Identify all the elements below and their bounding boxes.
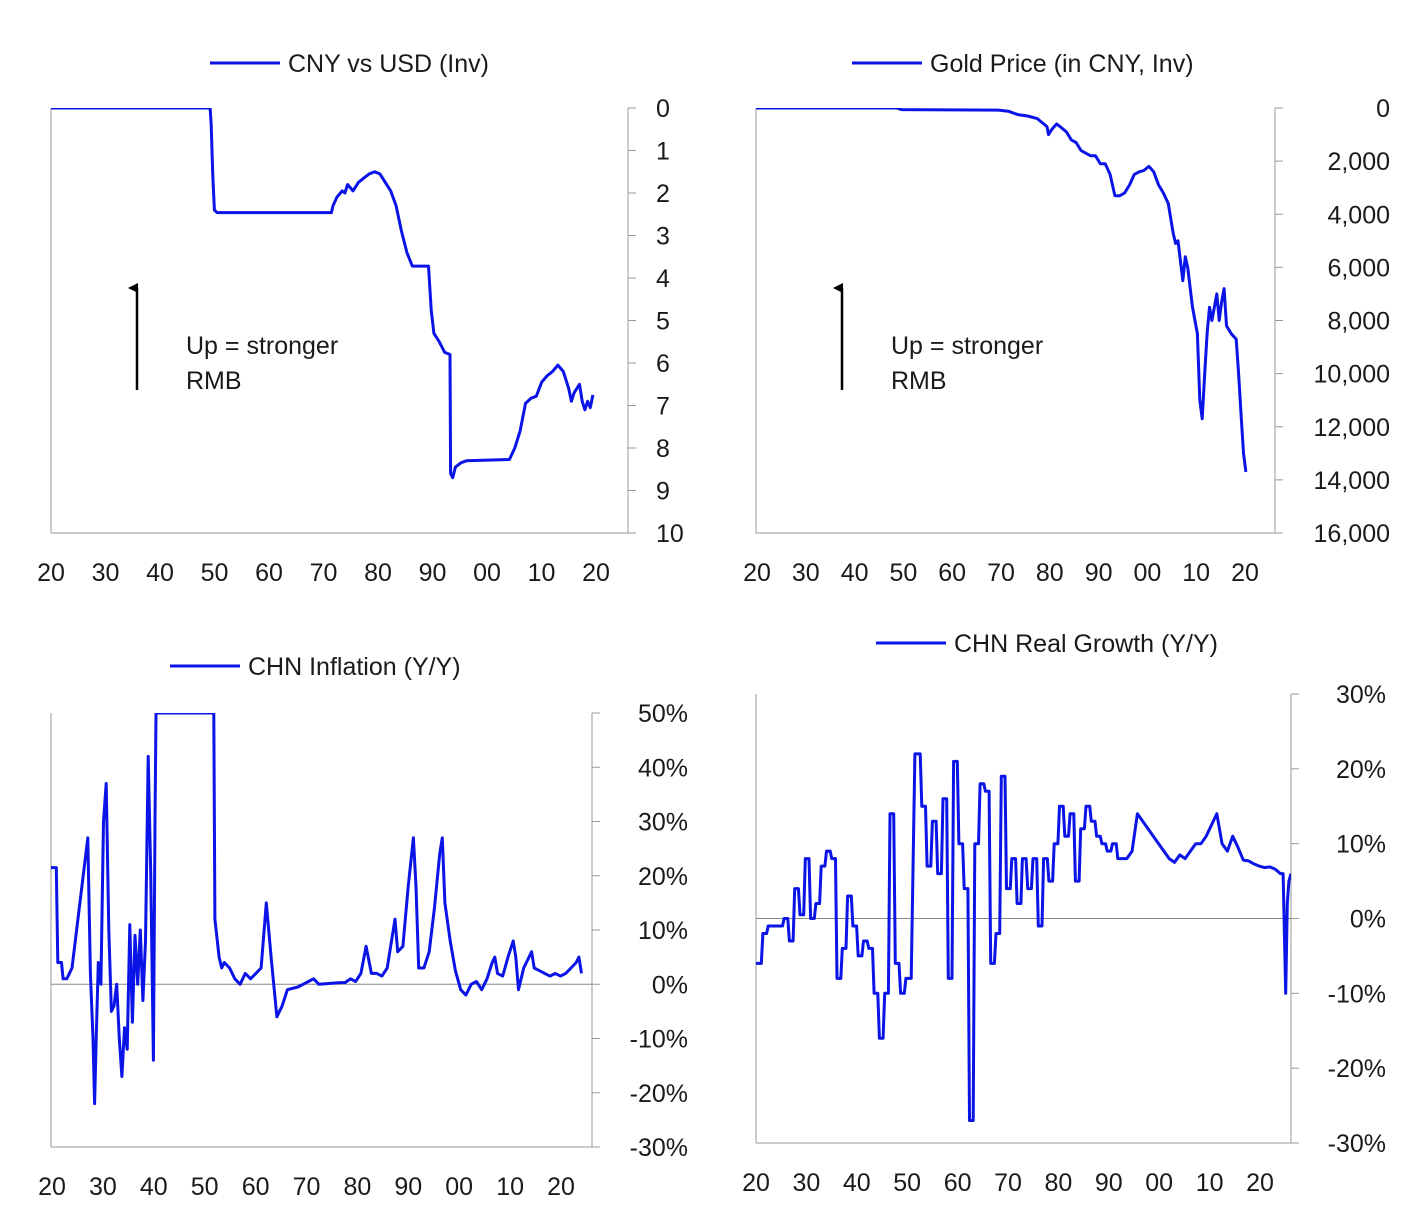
x-tick-label: 20 — [582, 559, 610, 587]
y-tick-label: 0 — [656, 95, 670, 123]
y-tick-label: 20% — [638, 863, 688, 891]
annotation-line-1: Up = stronger — [186, 332, 338, 360]
x-tick-label: 70 — [310, 559, 338, 587]
x-tick-label: 40 — [140, 1173, 168, 1201]
y-tick-label: 12,000 — [1314, 414, 1390, 442]
x-tick-label: 80 — [1036, 559, 1064, 587]
x-tick-label: 50 — [893, 1169, 921, 1197]
x-tick-label: 50 — [889, 559, 917, 587]
y-tick-label: 4 — [656, 265, 670, 293]
x-tick-label: 00 — [445, 1173, 473, 1201]
y-tick-label: 3 — [656, 223, 670, 251]
x-tick-label: 70 — [987, 559, 1015, 587]
x-tick-label: 60 — [255, 559, 283, 587]
y-tick-label: -10% — [1328, 980, 1386, 1008]
x-tick-label: 20 — [547, 1173, 575, 1201]
x-tick-label: 30 — [92, 559, 120, 587]
x-tick-label: 90 — [419, 559, 447, 587]
y-tick-label: 4,000 — [1327, 201, 1390, 229]
legend-label: CHN Inflation (Y/Y) — [248, 653, 461, 681]
x-tick-label: 90 — [1085, 559, 1113, 587]
x-tick-label: 20 — [1246, 1169, 1274, 1197]
x-tick-label: 40 — [843, 1169, 871, 1197]
x-tick-label: 10 — [496, 1173, 524, 1201]
x-tick-label: 00 — [1133, 559, 1161, 587]
y-tick-label: 7 — [656, 393, 670, 421]
y-tick-label: 2 — [656, 180, 670, 208]
chart-panel-1: 0 1 2 3 4 5 6 7 8 9 10 20 30 40 50 60 70 80 90 00 10 20 CNY vs… — [37, 50, 684, 587]
y-tick-label: 0 — [1376, 95, 1390, 123]
x-tick-label: 80 — [364, 559, 392, 587]
x-tick-label: 20 — [743, 559, 771, 587]
x-tick-label: 90 — [394, 1173, 422, 1201]
x-tick-label: 30 — [792, 1169, 820, 1197]
y-tick-label: 50% — [638, 700, 688, 728]
series-line — [756, 108, 1248, 473]
x-tick-label: 60 — [944, 1169, 972, 1197]
x-tick-label: 60 — [938, 559, 966, 587]
series-line — [756, 752, 1291, 1122]
y-tick-label: 5 — [656, 308, 670, 336]
series-line — [51, 108, 595, 480]
y-tick-label: -30% — [1328, 1130, 1386, 1158]
x-tick-label: 30 — [89, 1173, 117, 1201]
y-tick-label: 30% — [638, 809, 688, 837]
y-tick-label: 14,000 — [1314, 467, 1390, 495]
x-tick-label: 80 — [1044, 1169, 1072, 1197]
chart-panel-3: 50% 40% 30% 20% 10% 0% -10% -20% -30% 20 30 40 50 60 7… — [38, 653, 688, 1201]
x-tick-label: 60 — [242, 1173, 270, 1201]
x-tick-label: 40 — [841, 559, 869, 587]
y-tick-label: -20% — [630, 1080, 688, 1108]
y-tick-label: 10 — [656, 520, 684, 548]
y-tick-label: 10% — [1336, 831, 1386, 859]
x-tick-label: 70 — [994, 1169, 1022, 1197]
y-tick-label: -10% — [630, 1026, 688, 1054]
legend-label: Gold Price (in CNY, Inv) — [930, 50, 1194, 78]
y-tick-label: 10% — [638, 917, 688, 945]
y-tick-label: 1 — [656, 138, 670, 166]
y-tick-label: 6 — [656, 350, 670, 378]
x-tick-label: 20 — [1231, 559, 1259, 587]
x-tick-label: 10 — [1182, 559, 1210, 587]
y-tick-label: 2,000 — [1327, 148, 1390, 176]
annotation-line-2: RMB — [891, 367, 947, 395]
x-tick-label: 90 — [1095, 1169, 1123, 1197]
y-tick-label: -30% — [630, 1134, 688, 1162]
legend-label: CNY vs USD (Inv) — [288, 50, 489, 78]
x-tick-label: 50 — [201, 559, 229, 587]
x-tick-label: 50 — [191, 1173, 219, 1201]
y-tick-label: 0% — [1350, 906, 1386, 934]
y-tick-label: 20% — [1336, 756, 1386, 784]
y-tick-label: 9 — [656, 478, 670, 506]
y-tick-label: 30% — [1336, 681, 1386, 709]
x-tick-label: 00 — [1145, 1169, 1173, 1197]
legend-label: CHN Real Growth (Y/Y) — [954, 630, 1218, 658]
x-tick-label: 40 — [146, 559, 174, 587]
x-tick-label: 30 — [792, 559, 820, 587]
y-tick-label: 10,000 — [1314, 361, 1390, 389]
x-tick-label: 10 — [1196, 1169, 1224, 1197]
x-tick-label: 20 — [742, 1169, 770, 1197]
x-tick-label: 10 — [528, 559, 556, 587]
annotation-line-1: Up = stronger — [891, 332, 1043, 360]
x-tick-label: 20 — [38, 1173, 66, 1201]
y-tick-label: 6,000 — [1327, 254, 1390, 282]
chart-panel-4: 30% 20% 10% 0% -10% -20% -30% 20 30 40 50 60 70 80 90 0… — [742, 630, 1386, 1197]
y-tick-label: 8,000 — [1327, 308, 1390, 336]
y-tick-label: 8 — [656, 435, 670, 463]
y-tick-label: -20% — [1328, 1055, 1386, 1083]
x-tick-label: 00 — [473, 559, 501, 587]
x-tick-label: 70 — [293, 1173, 321, 1201]
y-tick-label: 0% — [652, 971, 688, 999]
annotation-line-2: RMB — [186, 367, 242, 395]
x-tick-label: 20 — [37, 559, 65, 587]
y-tick-label: 16,000 — [1314, 520, 1390, 548]
series-line — [51, 713, 583, 1106]
y-tick-label: 40% — [638, 754, 688, 782]
x-tick-label: 80 — [343, 1173, 371, 1201]
chart-panel-2: 0 2,000 4,000 6,000 8,000 10,000 12,000 14,000 1… — [743, 50, 1390, 587]
